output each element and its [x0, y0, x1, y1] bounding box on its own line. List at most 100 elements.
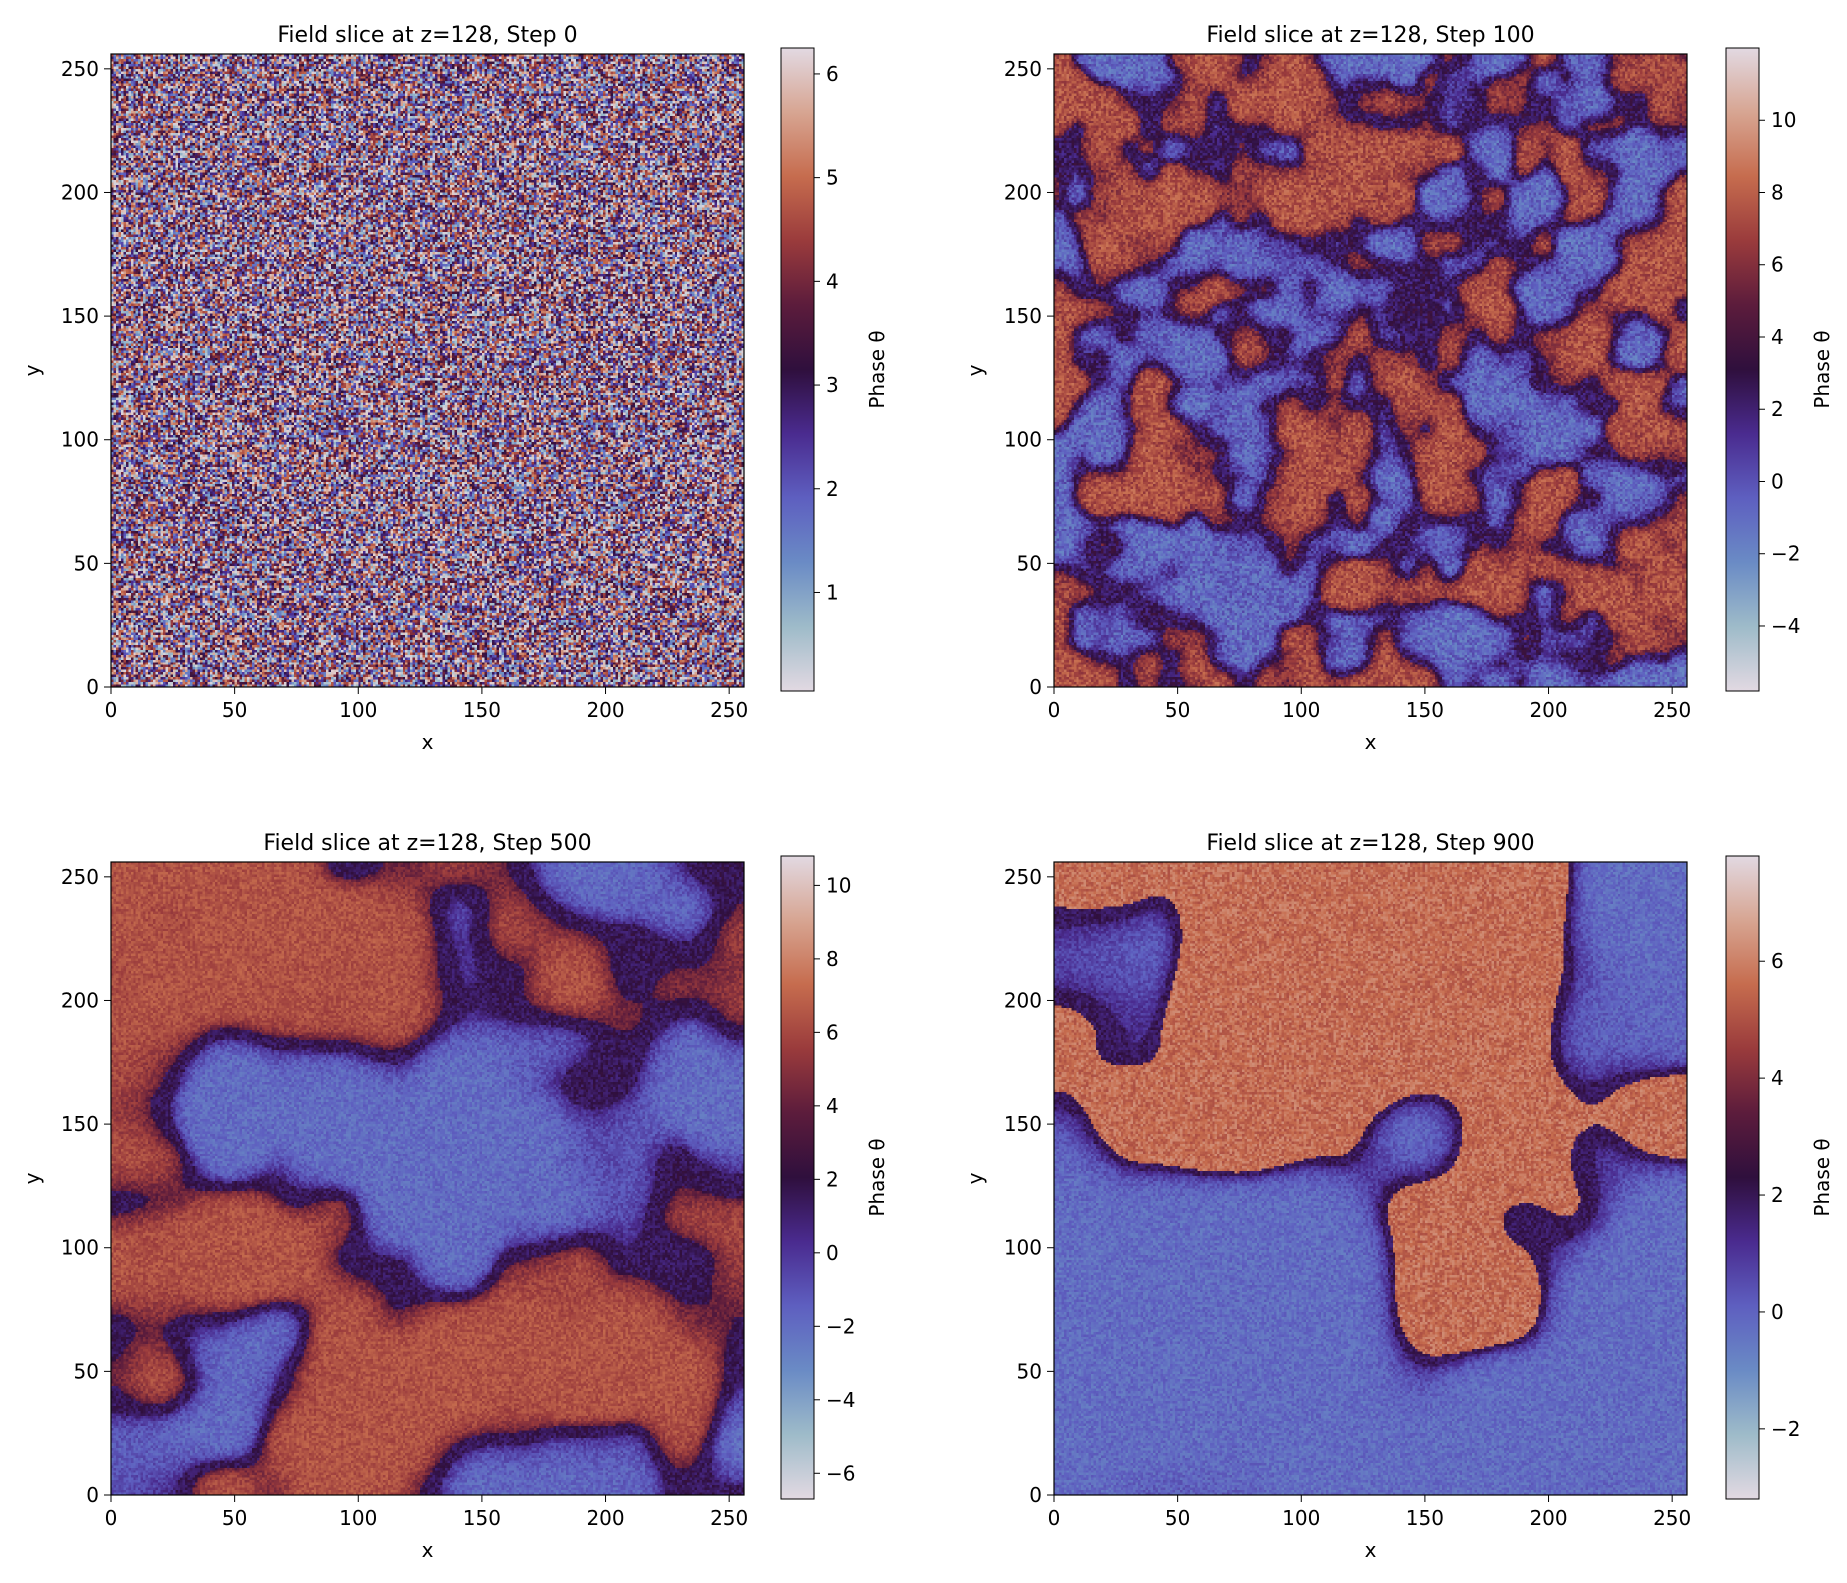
colorbar-label: Phase θ	[865, 1138, 889, 1216]
colorbar-tick-label: −4	[826, 1388, 855, 1412]
y-tick-label: 100	[61, 1236, 99, 1260]
colorbar-tick-label: 0	[1771, 1300, 1784, 1324]
colorbar-label: Phase θ	[865, 330, 889, 408]
x-axis-label: x	[422, 730, 434, 754]
colorbar-tick-label: 3	[826, 373, 839, 397]
x-tick-label: 50	[222, 698, 247, 722]
x-tick-label: 250	[1653, 1506, 1691, 1530]
colorbar-tick-label: 6	[1771, 949, 1784, 973]
x-tick-label: 0	[105, 1506, 118, 1530]
x-tick-label: 200	[1529, 1506, 1567, 1530]
colorbar-tick-label: 6	[826, 62, 839, 86]
y-axis-label: y	[20, 364, 44, 376]
x-tick-label: 150	[1406, 698, 1444, 722]
chart-title: Field slice at z=128, Step 100	[1206, 23, 1534, 48]
x-tick-label: 250	[710, 698, 748, 722]
x-tick-label: 0	[1048, 1506, 1061, 1530]
chart-title: Field slice at z=128, Step 900	[1206, 831, 1534, 856]
x-tick-label: 150	[463, 1506, 501, 1530]
colorbar-tick-label: −6	[826, 1461, 855, 1485]
colorbar-tick-label: 6	[1771, 253, 1784, 277]
plot-frame	[1053, 53, 1688, 688]
colorbar-tick-label: 8	[1771, 180, 1784, 204]
colorbar-tick-label: 0	[826, 1241, 839, 1265]
y-tick-label: 150	[61, 1112, 99, 1136]
x-axis-label: x	[1365, 730, 1377, 754]
colorbar-tick-label: −2	[1771, 542, 1800, 566]
colorbar-tick-label: 5	[826, 166, 839, 190]
x-tick-label: 50	[222, 1506, 247, 1530]
y-tick-label: 200	[1004, 180, 1042, 204]
y-tick-label: 150	[1004, 304, 1042, 328]
colorbar-tick-label: 0	[1771, 469, 1784, 493]
y-tick-label: 0	[86, 1483, 99, 1507]
y-tick-label: 50	[1017, 1359, 1042, 1383]
y-tick-label: 50	[74, 551, 99, 575]
colorbar-tick-label: 8	[826, 947, 839, 971]
x-tick-label: 0	[1048, 698, 1061, 722]
subplot-1: Field slice at z=128, Step 00 50 100 150 200…	[20, 23, 889, 754]
colorbar-tick-label: 10	[826, 873, 851, 897]
colorbar-tick-label: 4	[1771, 1066, 1784, 1090]
y-tick-label: 200	[61, 180, 99, 204]
x-tick-label: 250	[710, 1506, 748, 1530]
colorbar-tick-label: 4	[826, 269, 839, 293]
y-tick-label: 250	[1004, 865, 1042, 889]
heatmap-image	[111, 862, 744, 1495]
colorbar-tick-label: 2	[826, 477, 839, 501]
y-axis-label: y	[963, 364, 987, 376]
colorbar-tick-label: 10	[1771, 108, 1796, 132]
colorbar-tick-label: 4	[826, 1094, 839, 1118]
x-tick-label: 0	[105, 698, 118, 722]
y-axis-label: y	[963, 1172, 987, 1184]
plot-frame	[110, 53, 745, 688]
colorbar-tick-label: 4	[1771, 325, 1784, 349]
y-tick-label: 200	[61, 988, 99, 1012]
y-tick-label: 150	[61, 304, 99, 328]
y-tick-label: 250	[61, 865, 99, 889]
colorbar	[1725, 47, 1760, 692]
y-tick-label: 100	[1004, 428, 1042, 452]
x-tick-label: 150	[463, 698, 501, 722]
x-tick-label: 150	[1406, 1506, 1444, 1530]
colorbar-tick-label: 6	[826, 1020, 839, 1044]
colorbar-tick-label: 2	[826, 1167, 839, 1191]
colorbar	[780, 855, 815, 1500]
y-tick-label: 100	[1004, 1236, 1042, 1260]
plot-frame	[110, 861, 745, 1496]
x-tick-label: 250	[1653, 698, 1691, 722]
x-tick-label: 100	[1282, 698, 1320, 722]
x-axis-label: x	[422, 1538, 434, 1562]
x-tick-label: 200	[586, 698, 624, 722]
colorbar-label: Phase θ	[1810, 1138, 1834, 1216]
plot-frame	[1053, 861, 1688, 1496]
colorbar	[1725, 855, 1760, 1500]
x-axis-label: x	[1365, 1538, 1377, 1562]
x-tick-label: 100	[1282, 1506, 1320, 1530]
y-tick-label: 0	[1029, 1483, 1042, 1507]
x-tick-label: 100	[339, 698, 377, 722]
subplot-4: Field slice at z=128, Step 900 0 50 100 150 2…	[963, 831, 1834, 1562]
x-tick-label: 50	[1165, 1506, 1190, 1530]
colorbar-tick-label: −2	[826, 1314, 855, 1338]
y-tick-label: 0	[1029, 675, 1042, 699]
heatmap-image	[111, 54, 744, 687]
heatmap-image	[1054, 54, 1687, 687]
x-tick-label: 100	[339, 1506, 377, 1530]
heatmap-image	[1054, 862, 1687, 1495]
y-tick-label: 200	[1004, 988, 1042, 1012]
y-tick-label: 50	[74, 1359, 99, 1383]
x-tick-label: 50	[1165, 698, 1190, 722]
chart-title: Field slice at z=128, Step 0	[277, 23, 577, 48]
y-tick-label: 0	[86, 675, 99, 699]
colorbar-tick-label: −4	[1771, 614, 1800, 638]
colorbar-tick-label: −2	[1771, 1417, 1800, 1441]
y-axis-label: y	[20, 1172, 44, 1184]
x-tick-label: 200	[586, 1506, 624, 1530]
colorbar-tick-label: 2	[1771, 397, 1784, 421]
colorbar-tick-label: 2	[1771, 1183, 1784, 1207]
